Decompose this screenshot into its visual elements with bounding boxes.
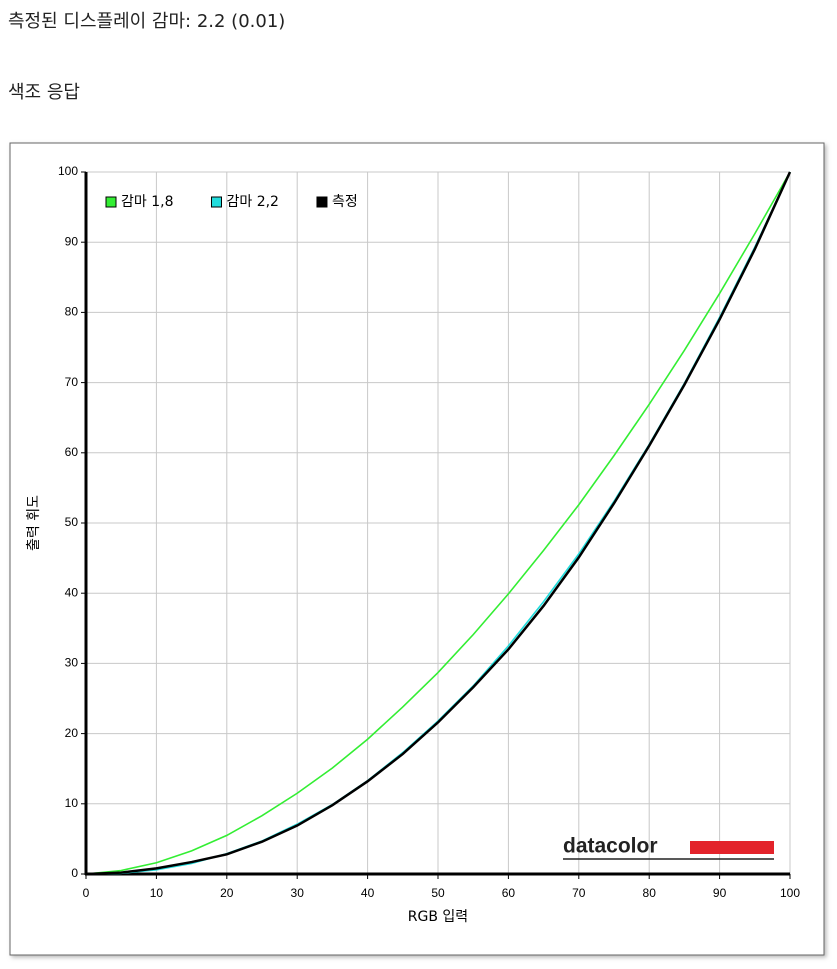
legend-swatch [105, 196, 117, 208]
x-tick-label: 30 [291, 886, 305, 900]
series-line [85, 171, 791, 875]
y-tick-label: 10 [65, 796, 79, 810]
y-tick-label: 60 [65, 445, 79, 459]
y-tick-label: 0 [71, 866, 78, 880]
legend-label: 감마 2,2 [226, 194, 278, 210]
x-tick-label: 0 [83, 886, 90, 900]
y-tick-label: 40 [65, 585, 79, 599]
x-tick-label: 50 [431, 886, 445, 900]
x-tick-label: 40 [361, 886, 375, 900]
series-line [85, 171, 792, 876]
chart-frame [9, 142, 825, 956]
y-tick-label: 30 [65, 656, 79, 670]
legend-swatch [316, 196, 328, 208]
x-tick-label: 100 [780, 886, 800, 900]
y-tick-label: 70 [65, 375, 79, 389]
logo: datacolor [563, 835, 658, 858]
x-tick-label: 60 [502, 886, 516, 900]
x-axis-label: RGB 입력 [408, 909, 468, 925]
x-tick-label: 70 [572, 886, 586, 900]
legend-label: 감마 1,8 [121, 194, 173, 210]
x-tick-label: 20 [220, 886, 234, 900]
y-tick-label: 20 [65, 726, 79, 740]
y-tick-label: 90 [65, 234, 79, 248]
x-tick-label: 80 [643, 886, 657, 900]
x-tick-label: 90 [713, 886, 727, 900]
y-tick-label: 80 [65, 305, 79, 319]
logo-bar [690, 841, 774, 854]
y-tick-label: 50 [65, 515, 79, 529]
section-title: 색조 응답 [8, 82, 80, 103]
legend-label: 측정 [332, 194, 358, 210]
y-axis-label: 출력 휘도 [26, 495, 42, 551]
x-tick-label: 10 [150, 886, 164, 900]
legend-swatch [210, 196, 222, 208]
page-title: 측정된 디스플레이 감마: 2.2 (0.01) [8, 11, 285, 32]
y-tick-label: 100 [58, 164, 78, 178]
chart: 0 10 20 30 40 50 60 70 80 90 100 0 10 20 30 40 50 60 70 80 9… [26, 164, 800, 925]
